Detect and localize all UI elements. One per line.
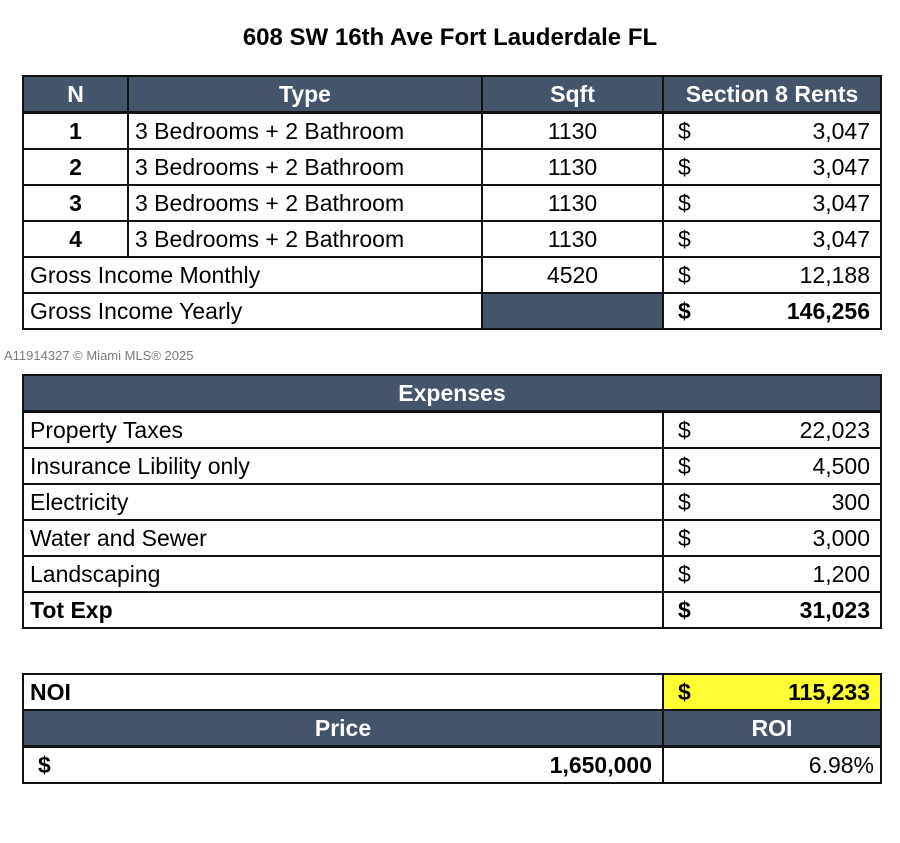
currency: $ (678, 524, 691, 551)
empty-cell (481, 292, 664, 330)
value: 3,000 (812, 524, 870, 551)
expense-label: Landscaping (22, 555, 664, 593)
price-header: Price (22, 709, 664, 748)
currency: $ (678, 153, 691, 180)
unit-n: 2 (22, 148, 129, 186)
expense-value: $22,023 (662, 410, 882, 449)
roi-value: 6.98% (662, 745, 882, 784)
currency: $ (678, 596, 691, 623)
expenses-table: Expenses Property Taxes $22,023 Insurance… (22, 374, 882, 629)
expense-label: Property Taxes (22, 410, 664, 449)
rent-value: 3,047 (812, 117, 870, 144)
expense-label: Electricity (22, 483, 664, 521)
unit-rent: $3,047 (662, 184, 882, 222)
unit-sqft: 1130 (481, 111, 664, 150)
expense-label: Water and Sewer (22, 519, 664, 557)
expense-value: $4,500 (662, 447, 882, 485)
unit-type: 3 Bedrooms + 2 Bathroom (127, 184, 483, 222)
gross-yearly-row: Gross Income Yearly $146,256 (22, 292, 882, 330)
gross-monthly-value: $12,188 (662, 256, 882, 294)
rent-value: 3,047 (812, 225, 870, 252)
table-row: Property Taxes $22,023 (22, 410, 882, 449)
currency: $ (678, 416, 691, 443)
col-header-sqft: Sqft (481, 75, 664, 114)
noi-value: $115,233 (662, 673, 882, 711)
value: 300 (831, 488, 870, 515)
currency: $ (678, 189, 691, 216)
value: 146,256 (786, 297, 870, 324)
table-row: Insurance Libility only $4,500 (22, 447, 882, 485)
gross-monthly-label: Gross Income Monthly (22, 256, 483, 294)
currency: $ (678, 117, 691, 144)
currency: $ (678, 488, 691, 515)
table-row: Landscaping $1,200 (22, 555, 882, 593)
page-title: 608 SW 16th Ave Fort Lauderdale FL (242, 24, 658, 51)
unit-rent: $3,047 (662, 220, 882, 258)
price-value: $1,650,000 (22, 745, 664, 784)
value: 115,233 (788, 678, 870, 705)
currency: $ (678, 225, 691, 252)
table-row: Water and Sewer $3,000 (22, 519, 882, 557)
value: 4,500 (812, 452, 870, 479)
unit-type: 3 Bedrooms + 2 Bathroom (127, 148, 483, 186)
table-row: Electricity $300 (22, 483, 882, 521)
total-sqft: 4520 (481, 256, 664, 294)
currency: $ (678, 261, 691, 288)
col-header-n: N (22, 75, 129, 114)
value: 1,650,000 (549, 751, 652, 778)
unit-rent: $3,047 (662, 111, 882, 150)
watermark: A11914327 © Miami MLS® 2025 (4, 348, 194, 363)
currency: $ (678, 297, 691, 324)
expense-value: $300 (662, 483, 882, 521)
currency: $ (678, 678, 691, 705)
col-header-type: Type (127, 75, 483, 114)
unit-type: 3 Bedrooms + 2 Bathroom (127, 220, 483, 258)
unit-sqft: 1130 (481, 184, 664, 222)
currency: $ (38, 751, 51, 778)
unit-n: 3 (22, 184, 129, 222)
expense-value: $3,000 (662, 519, 882, 557)
roi-header: ROI (662, 709, 882, 748)
value: 31,023 (799, 596, 870, 623)
currency: $ (678, 560, 691, 587)
value: 22,023 (799, 416, 870, 443)
gross-yearly-value: $146,256 (662, 292, 882, 330)
value: 1,200 (812, 560, 870, 587)
summary-table: NOI $115,233 Price ROI $1,650,000 6.98% (22, 673, 882, 784)
value: 12,188 (799, 261, 870, 288)
col-header-rents: Section 8 Rents (662, 75, 882, 114)
expense-label: Insurance Libility only (22, 447, 664, 485)
gross-monthly-row: Gross Income Monthly 4520 $12,188 (22, 256, 882, 294)
unit-rent: $3,047 (662, 148, 882, 186)
gross-yearly-label: Gross Income Yearly (22, 292, 483, 330)
rent-value: 3,047 (812, 153, 870, 180)
unit-sqft: 1130 (481, 220, 664, 258)
rent-value: 3,047 (812, 189, 870, 216)
expense-value: $1,200 (662, 555, 882, 593)
noi-row: NOI $115,233 (22, 673, 882, 711)
unit-n: 1 (22, 111, 129, 150)
unit-type: 3 Bedrooms + 2 Bathroom (127, 111, 483, 150)
expenses-header: Expenses (22, 374, 882, 413)
total-expenses-row: Tot Exp $31,023 (22, 591, 882, 629)
noi-label: NOI (22, 673, 664, 711)
price-row: $1,650,000 6.98% (22, 745, 882, 784)
currency: $ (678, 452, 691, 479)
unit-n: 4 (22, 220, 129, 258)
unit-sqft: 1130 (481, 148, 664, 186)
header-row: N Type Sqft Section 8 Rents (22, 75, 882, 114)
total-label: Tot Exp (22, 591, 664, 629)
total-value: $31,023 (662, 591, 882, 629)
